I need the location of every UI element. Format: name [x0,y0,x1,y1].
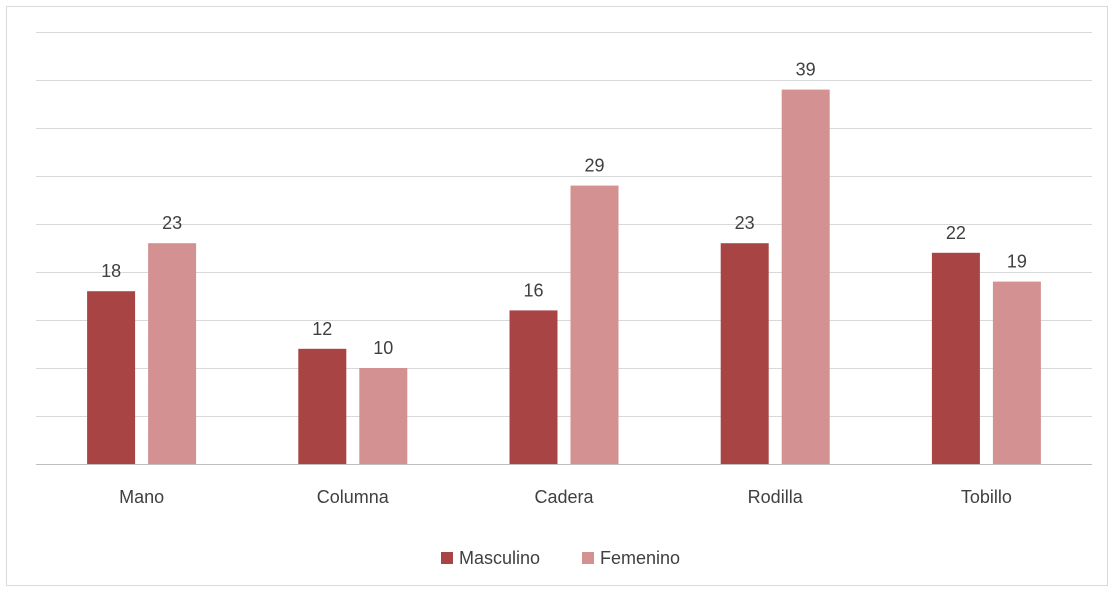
category-labels: Mano Columna Cadera Rodilla Tobillo [119,487,1012,507]
legend[interactable]: Masculino Femenino [441,548,680,568]
data-label: 39 [796,60,816,80]
bar-femenino-cadera [571,186,619,464]
category-label: Rodilla [748,487,804,507]
bar-femenino-columna [359,368,407,464]
data-label: 19 [1007,252,1027,272]
legend-label: Masculino [459,548,540,568]
data-label: 18 [101,261,121,281]
data-labels: 18 23 12 10 16 29 23 39 22 19 [101,60,1027,358]
bar-masculino-rodilla [721,243,769,464]
legend-swatch [582,552,594,564]
legend-swatch [441,552,453,564]
bar-femenino-rodilla [782,90,830,464]
legend-item-masculino[interactable]: Masculino [441,548,540,568]
bar-femenino-tobillo [993,282,1041,464]
bars [87,90,1041,464]
category-label: Columna [317,487,390,507]
data-label: 22 [946,223,966,243]
bar-femenino-mano [148,243,196,464]
data-label: 10 [373,338,393,358]
category-label: Mano [119,487,164,507]
bar-masculino-tobillo [932,253,980,464]
data-label: 29 [584,156,604,176]
legend-item-femenino[interactable]: Femenino [582,548,680,568]
bar-masculino-columna [298,349,346,464]
data-label: 23 [162,213,182,233]
category-label: Cadera [534,487,594,507]
data-label: 16 [523,280,543,300]
legend-label: Femenino [600,548,680,568]
data-label: 23 [735,213,755,233]
bar-masculino-cadera [510,310,558,464]
data-label: 12 [312,319,332,339]
bar-masculino-mano [87,291,135,464]
category-label: Tobillo [961,487,1012,507]
